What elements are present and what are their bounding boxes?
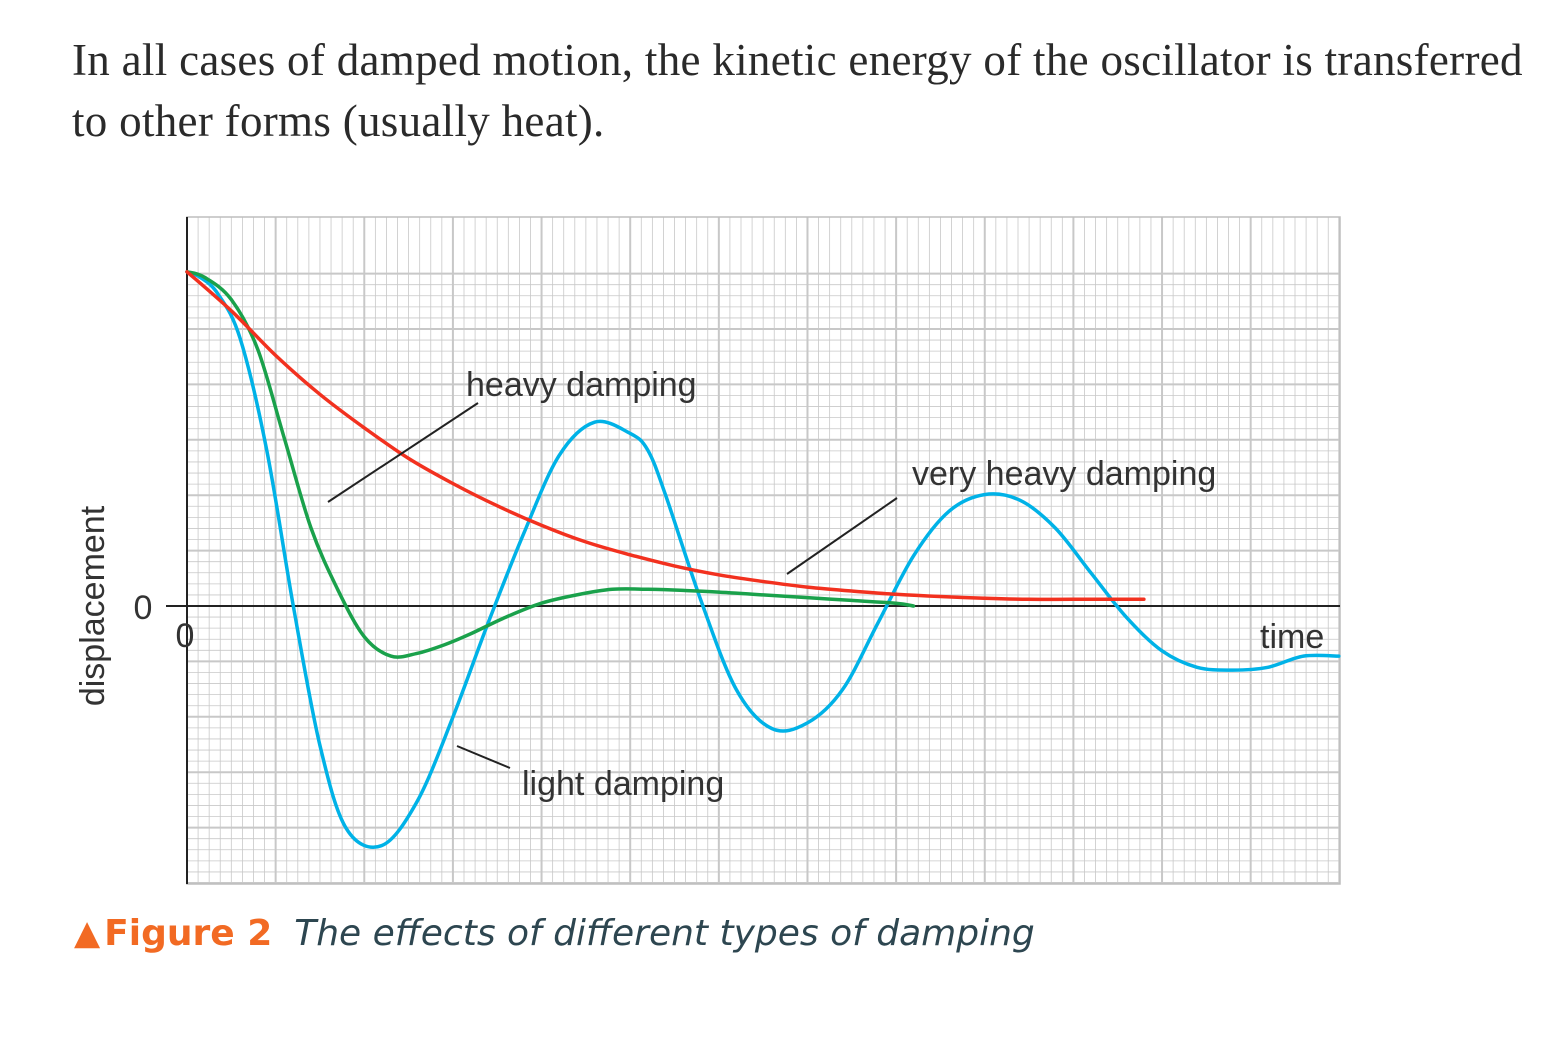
- y-axis-label: displacement: [74, 505, 112, 706]
- chart-text: heavy damping very heavy damping light d…: [74, 366, 1324, 803]
- figure-label: Figure 2: [104, 913, 273, 954]
- series-line-light-damping: [185, 270, 1341, 849]
- triangle-up-icon: ▲: [74, 913, 101, 953]
- figure-caption-text: The effects of different types of dampin…: [294, 913, 1035, 954]
- figure-caption: ▲ Figure 2 The effects of different types …: [74, 913, 1035, 954]
- annotation-leader-lines: [327, 402, 898, 769]
- x-axis-label: time: [1260, 618, 1324, 656]
- y-tick-label-0: 0: [134, 589, 153, 627]
- chart-axes: [166, 217, 1340, 884]
- leader-line-heavy-damping: [327, 402, 479, 503]
- annotation-very-heavy-damping: very heavy damping: [912, 455, 1216, 493]
- intro-paragraph: In all cases of damped motion, the kinet…: [72, 35, 1523, 146]
- leader-line-light-damping: [456, 745, 511, 769]
- x-tick-label-0: 0: [176, 617, 195, 655]
- chart-series: [185, 270, 1341, 849]
- leader-line-very-heavy-damping: [786, 497, 898, 575]
- series-line-very-heavy-damping: [185, 270, 1146, 602]
- series-line-heavy-damping: [185, 270, 916, 659]
- annotation-heavy-damping: heavy damping: [466, 366, 697, 404]
- chart-grid: [186, 216, 1341, 885]
- annotation-light-damping: light damping: [522, 765, 724, 803]
